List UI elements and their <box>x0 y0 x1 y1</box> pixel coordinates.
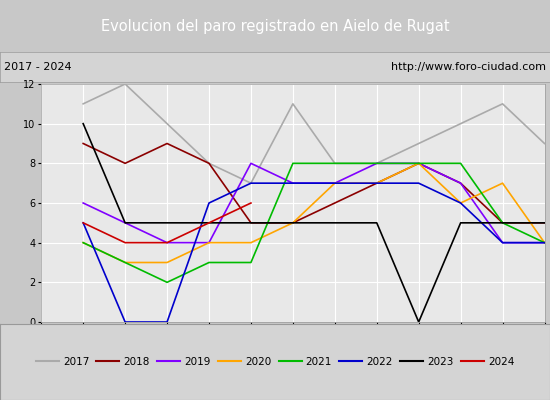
Text: Evolucion del paro registrado en Aielo de Rugat: Evolucion del paro registrado en Aielo d… <box>101 18 449 34</box>
Legend: 2017, 2018, 2019, 2020, 2021, 2022, 2023, 2024: 2017, 2018, 2019, 2020, 2021, 2022, 2023… <box>31 353 519 371</box>
Text: 2017 - 2024: 2017 - 2024 <box>4 62 72 72</box>
Text: http://www.foro-ciudad.com: http://www.foro-ciudad.com <box>390 62 546 72</box>
